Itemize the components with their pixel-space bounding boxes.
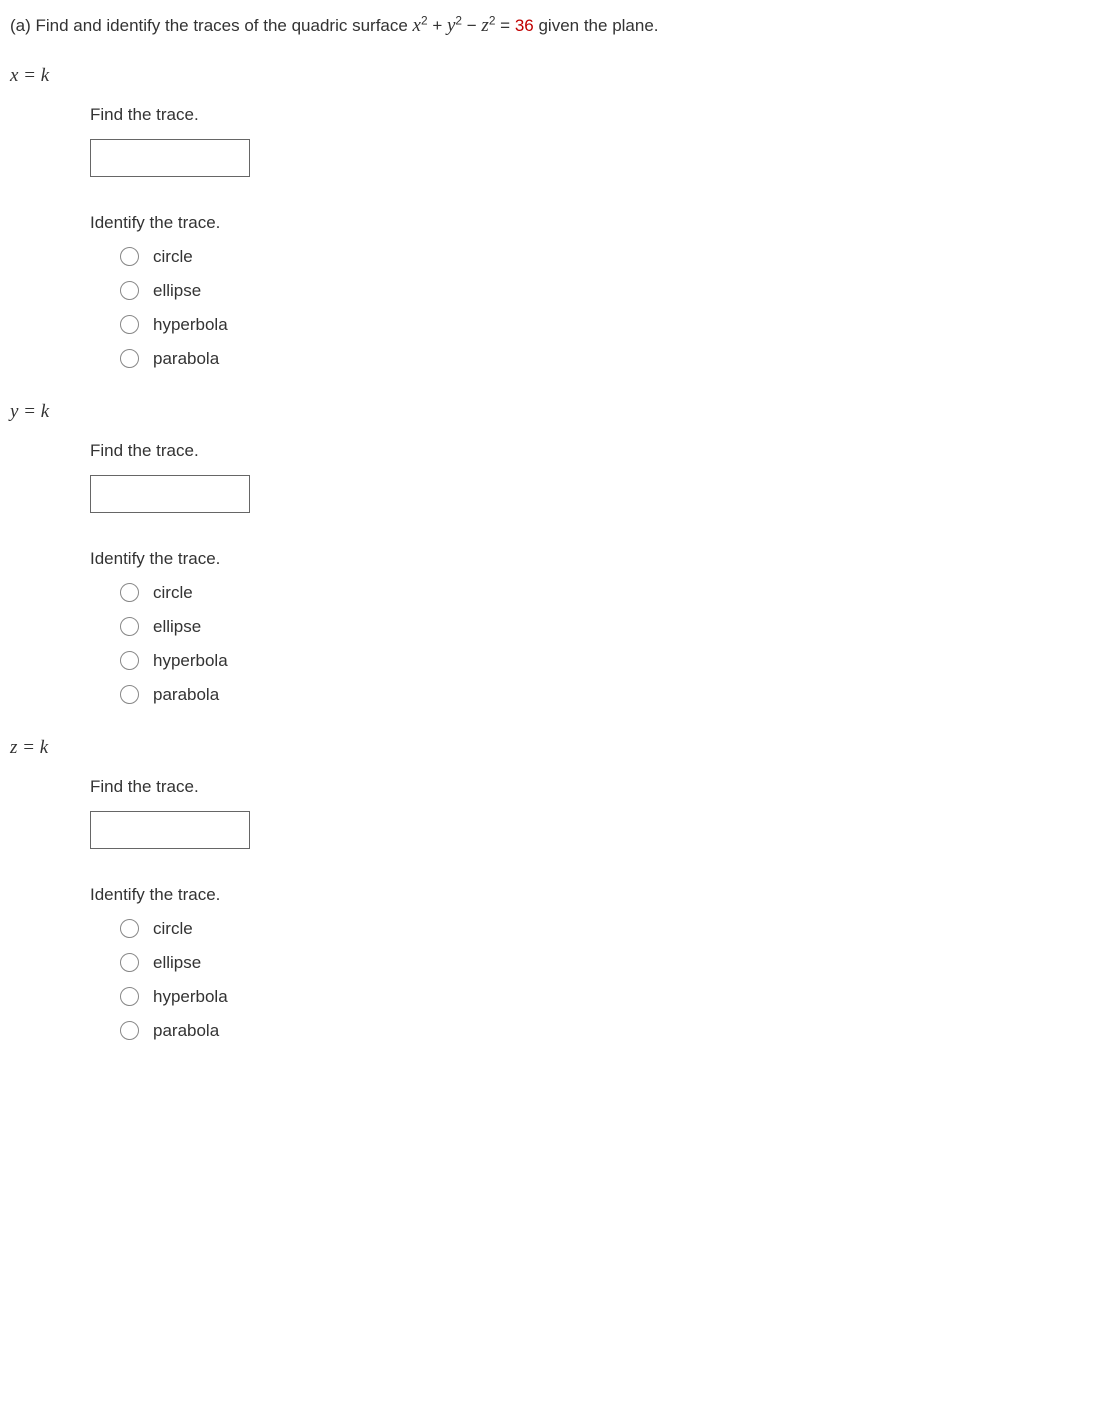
option-label: parabola [153,349,219,369]
option-label: circle [153,919,193,939]
options-group: circle ellipse hyperbola parabola [120,247,1092,369]
question-prefix: (a) Find and identify the traces of the … [10,16,413,35]
option-hyperbola[interactable]: hyperbola [120,987,1092,1007]
option-label: parabola [153,1021,219,1041]
radio-parabola[interactable] [120,1021,139,1040]
find-trace-label: Find the trace. [90,441,1092,461]
find-trace-label: Find the trace. [90,105,1092,125]
option-ellipse[interactable]: ellipse [120,281,1092,301]
option-circle[interactable]: circle [120,583,1092,603]
plane-label: x = k [10,65,1092,87]
option-label: hyperbola [153,315,228,335]
option-label: ellipse [153,281,201,301]
option-parabola[interactable]: parabola [120,349,1092,369]
option-parabola[interactable]: parabola [120,1021,1092,1041]
options-group: circle ellipse hyperbola parabola [120,583,1092,705]
radio-circle[interactable] [120,583,139,602]
identify-trace-label: Identify the trace. [90,885,1092,905]
option-ellipse[interactable]: ellipse [120,953,1092,973]
plane-label: z = k [10,737,1092,759]
option-hyperbola[interactable]: hyperbola [120,651,1092,671]
option-ellipse[interactable]: ellipse [120,617,1092,637]
radio-parabola[interactable] [120,685,139,704]
find-trace-block: Find the trace. Identify the trace. circ… [90,441,1092,705]
radio-circle[interactable] [120,247,139,266]
question-suffix: given the plane. [534,16,659,35]
option-label: ellipse [153,953,201,973]
trace-input[interactable] [90,811,250,849]
option-label: parabola [153,685,219,705]
option-parabola[interactable]: parabola [120,685,1092,705]
option-label: hyperbola [153,651,228,671]
radio-ellipse[interactable] [120,281,139,300]
option-label: circle [153,583,193,603]
option-circle[interactable]: circle [120,247,1092,267]
identify-trace-label: Identify the trace. [90,549,1092,569]
plane-label: y = k [10,401,1092,423]
option-label: ellipse [153,617,201,637]
option-label: hyperbola [153,987,228,1007]
option-label: circle [153,247,193,267]
question-text: (a) Find and identify the traces of the … [10,12,1092,41]
trace-input[interactable] [90,475,250,513]
find-trace-block: Find the trace. Identify the trace. circ… [90,105,1092,369]
radio-ellipse[interactable] [120,617,139,636]
radio-ellipse[interactable] [120,953,139,972]
radio-hyperbola[interactable] [120,651,139,670]
radio-hyperbola[interactable] [120,987,139,1006]
radio-circle[interactable] [120,919,139,938]
radio-parabola[interactable] [120,349,139,368]
question-equation: x2 + y2 − z2 = 36 [413,16,534,35]
trace-input[interactable] [90,139,250,177]
radio-hyperbola[interactable] [120,315,139,334]
find-trace-block: Find the trace. Identify the trace. circ… [90,777,1092,1041]
find-trace-label: Find the trace. [90,777,1092,797]
options-group: circle ellipse hyperbola parabola [120,919,1092,1041]
option-hyperbola[interactable]: hyperbola [120,315,1092,335]
identify-trace-label: Identify the trace. [90,213,1092,233]
option-circle[interactable]: circle [120,919,1092,939]
